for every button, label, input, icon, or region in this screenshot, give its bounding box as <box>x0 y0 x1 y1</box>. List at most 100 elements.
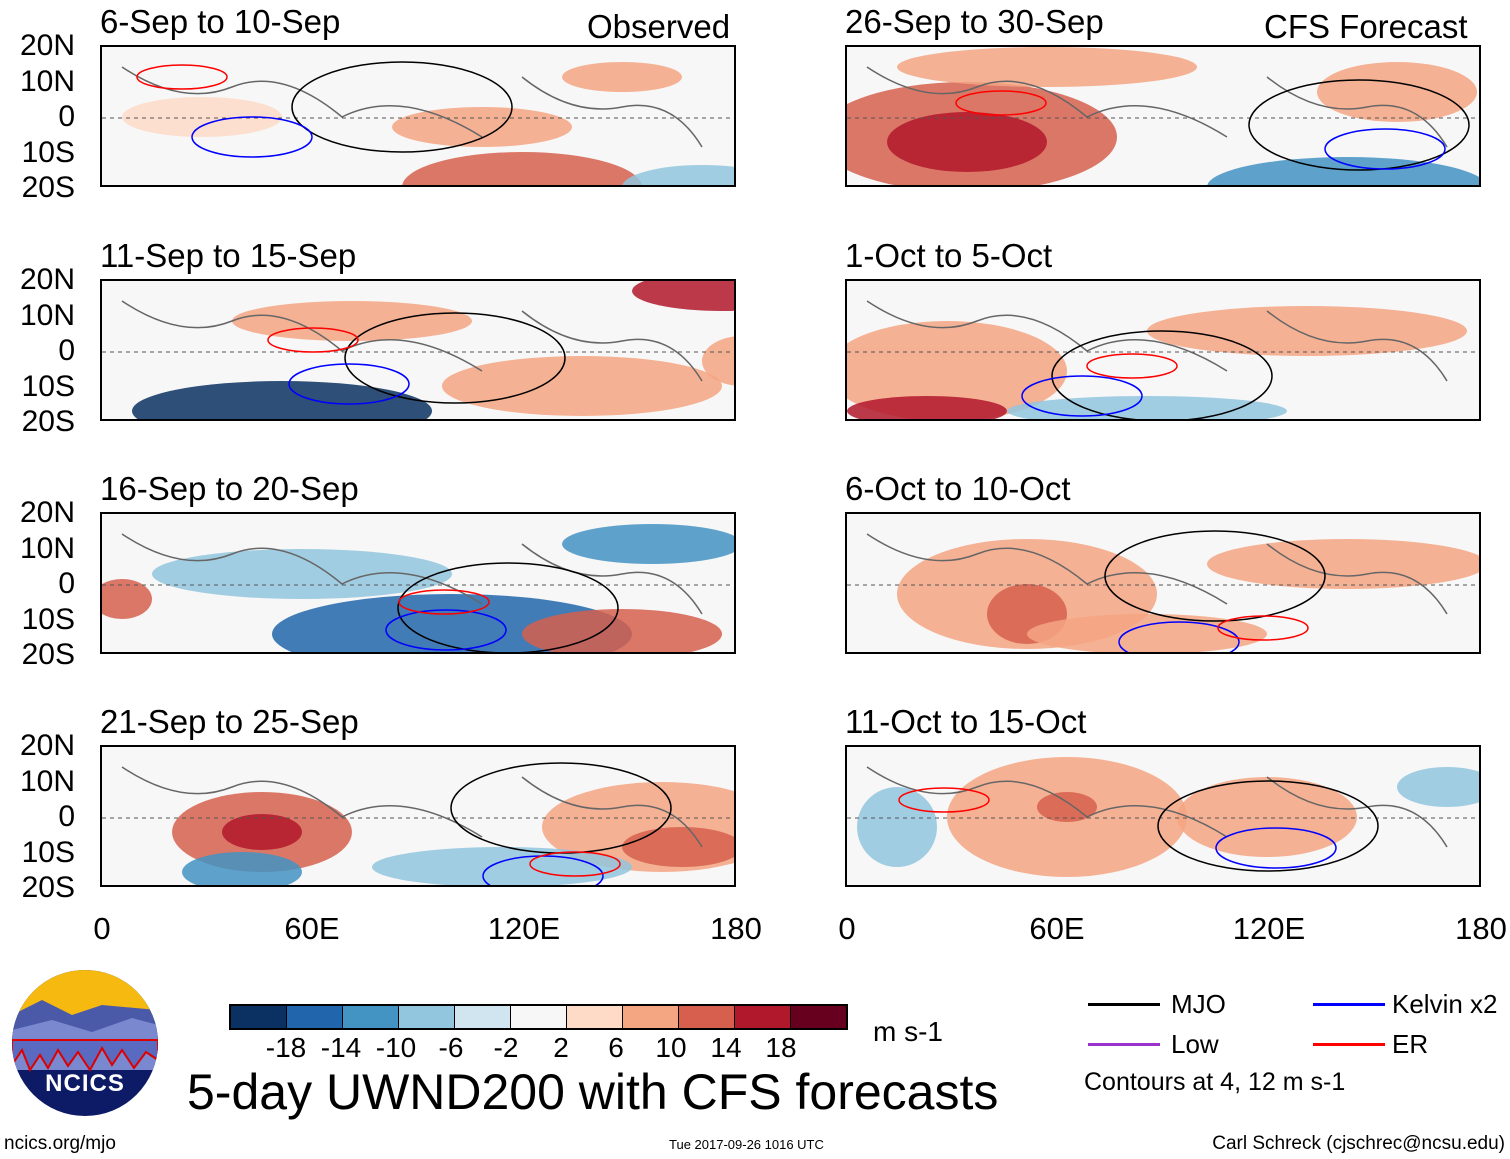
map-panel <box>845 745 1481 887</box>
colorbar-tick-label: -6 <box>438 1032 464 1063</box>
coastline <box>121 66 703 148</box>
colorbar-swatch <box>735 1006 791 1028</box>
anomaly-region <box>887 112 1047 172</box>
anomaly-region <box>562 62 682 92</box>
legend-mjo-line <box>1088 1003 1160 1006</box>
lon-tick-label: 180 <box>710 911 762 946</box>
lon-tick-label: 0 <box>93 911 111 946</box>
er-contour <box>136 64 228 90</box>
anomaly-region <box>897 47 1197 87</box>
anomaly-region <box>1147 306 1467 356</box>
lat-tick-label: 10N <box>19 531 75 565</box>
colorbar-tick-label: 18 <box>765 1032 797 1063</box>
lat-tick-label: 20S <box>21 171 75 204</box>
kelvin-contour <box>1118 621 1240 652</box>
er-contour <box>1217 615 1309 641</box>
legend-mjo-label: MJO <box>1171 989 1226 1019</box>
panel-title: 6-Sep to 10-Sep <box>100 3 341 40</box>
lat-tick-label: 10S <box>21 135 75 169</box>
lat-tick-label: 20S <box>21 871 75 904</box>
lat-tick-label: 20S <box>21 638 75 671</box>
anomaly-region <box>102 579 152 619</box>
er-contour <box>398 589 490 615</box>
colorbar-units: m s-1 <box>873 1016 943 1047</box>
colorbar-tick-label: -18 <box>265 1032 307 1063</box>
lat-tick-label: 10S <box>21 602 75 636</box>
legend-er-label: ER <box>1392 1029 1429 1059</box>
er-contour <box>529 851 621 877</box>
lat-tick-label: 20S <box>21 405 75 438</box>
anomaly-region <box>1207 539 1479 589</box>
anomaly-region <box>1317 62 1477 122</box>
lon-tick-label: 120E <box>487 911 561 946</box>
lat-tick-label: 10N <box>19 64 75 98</box>
colorbar-swatch <box>567 1006 623 1028</box>
mjo-contour <box>1104 530 1326 622</box>
anomaly-region <box>622 165 734 185</box>
anomaly-region <box>442 356 722 416</box>
observed-header: Observed <box>587 8 731 45</box>
panel-title: 11-Oct to 15-Oct <box>845 703 1087 740</box>
kelvin-contour <box>1021 375 1143 417</box>
anomaly-region <box>402 152 642 185</box>
colorbar <box>229 1004 848 1030</box>
kelvin-contour <box>1215 827 1337 869</box>
figure-title: 5-day UWND200 with CFS forecasts <box>187 1064 999 1120</box>
legend-low-line <box>1088 1043 1160 1046</box>
colorbar-swatch <box>399 1006 455 1028</box>
anomaly-region <box>622 827 734 867</box>
mjo-contour <box>291 61 513 153</box>
lon-tick-label: 180 <box>1455 911 1507 946</box>
panel-title: 1-Oct to 5-Oct <box>845 237 1053 274</box>
colorbar-tick-label: 2 <box>553 1032 569 1063</box>
anomaly-region <box>222 814 302 850</box>
map-panel <box>100 745 736 887</box>
lat-tick-label: 10N <box>19 764 75 798</box>
anomaly-region <box>232 301 472 341</box>
logo-text: NCICS <box>45 1070 125 1097</box>
panel-title: 11-Sep to 15-Sep <box>100 237 357 274</box>
lon-tick-label: 0 <box>838 911 856 946</box>
colorbar-swatch <box>623 1006 679 1028</box>
anomaly-region <box>122 97 282 137</box>
map-panel <box>845 279 1481 421</box>
mjo-contour <box>344 312 566 404</box>
colorbar-swatch <box>343 1006 399 1028</box>
colorbar-swatch <box>231 1006 287 1028</box>
panel-title: 16-Sep to 20-Sep <box>100 470 359 507</box>
lat-tick-label: 10S <box>21 369 75 403</box>
kelvin-contour <box>1324 128 1446 170</box>
anomaly-region <box>182 852 302 885</box>
coastline <box>121 533 703 615</box>
map-panel <box>845 512 1481 654</box>
lat-tick-label: 20N <box>19 729 75 762</box>
footer-link[interactable]: ncics.org/mjo <box>4 1133 116 1154</box>
er-contour <box>898 787 990 813</box>
lon-tick-label: 120E <box>1232 911 1306 946</box>
panel-title: 6-Oct to 10-Oct <box>845 470 1071 507</box>
legend-kelvin-line <box>1313 1003 1385 1006</box>
coastline <box>866 533 1448 615</box>
map-panel <box>100 512 736 654</box>
lon-tick-label: 60E <box>1029 911 1085 946</box>
lat-tick-label: 0 <box>58 100 75 133</box>
lat-tick-label: 0 <box>58 567 75 600</box>
anomaly-region <box>522 609 722 652</box>
anomaly-region <box>847 396 1007 419</box>
panel-title: 26-Sep to 30-Sep <box>845 3 1104 40</box>
anomaly-region <box>702 336 734 386</box>
er-contour <box>267 327 359 353</box>
coastline <box>866 66 1448 148</box>
map-panel <box>845 45 1481 187</box>
ncics-logo: NCICS <box>12 970 158 1116</box>
anomaly-region <box>1207 157 1479 185</box>
lat-tick-label: 20N <box>19 29 75 62</box>
mjo-contour <box>1051 330 1273 419</box>
colorbar-swatch <box>287 1006 343 1028</box>
coastline <box>121 766 703 848</box>
anomaly-region <box>1177 777 1357 857</box>
colorbar-tick-label: -10 <box>375 1032 417 1063</box>
mjo-contour <box>1248 79 1470 171</box>
anomaly-region <box>152 549 452 599</box>
footer-timestamp: Tue 2017-09-26 1016 UTC <box>669 1137 824 1152</box>
